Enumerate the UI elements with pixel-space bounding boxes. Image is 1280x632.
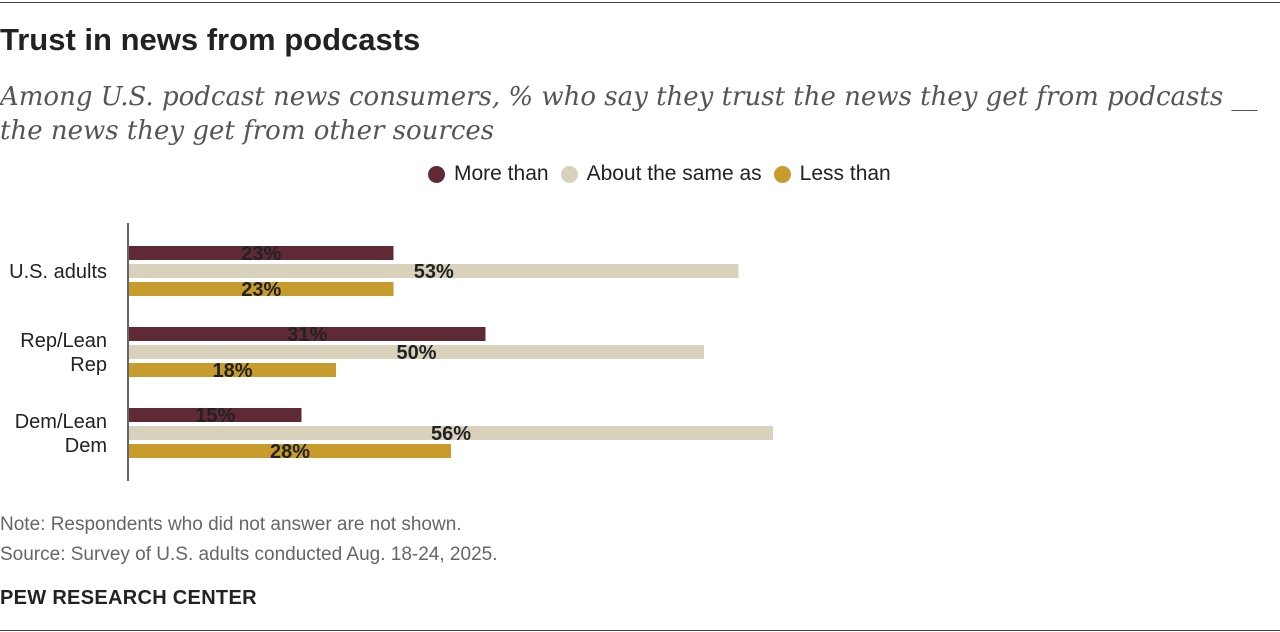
legend-swatch-more-than — [428, 165, 445, 183]
data-label: 23% — [241, 243, 281, 265]
category-label: Rep/Lean — [20, 330, 107, 352]
legend-swatch-about-same — [560, 165, 578, 183]
source-text: Source: Survey of U.S. adults conducted … — [0, 544, 498, 565]
bar — [129, 345, 704, 359]
top-rule — [0, 2, 1280, 3]
legend-swatch-less-than — [773, 165, 791, 183]
bar — [129, 408, 302, 422]
legend-item-about-same: About the same as — [560, 162, 762, 186]
bar — [129, 444, 451, 458]
category-label: Dem — [65, 435, 107, 457]
category-label: Dem/Lean — [15, 411, 107, 433]
note-text: Note: Respondents who did not answer are… — [0, 514, 462, 535]
bar — [129, 426, 773, 440]
data-label: 31% — [287, 324, 327, 346]
bar — [129, 363, 336, 377]
bottom-rule — [0, 630, 1280, 631]
chart-title: Trust in news from podcasts — [0, 22, 421, 57]
data-label: 56% — [431, 423, 471, 445]
data-label: 53% — [414, 261, 454, 283]
bar — [129, 264, 739, 278]
bar — [129, 246, 394, 260]
category-label: Rep — [70, 354, 107, 376]
bar — [129, 327, 486, 341]
data-label: 50% — [396, 342, 436, 364]
legend-label-about-same: About the same as — [586, 162, 762, 185]
chart-subtitle: Among U.S. podcast news consumers, % who… — [0, 82, 1258, 146]
footnotes: Note: Respondents who did not answer are… — [0, 510, 497, 570]
legend-label-less-than: Less than — [799, 162, 891, 185]
data-label: 28% — [270, 441, 310, 463]
data-label: 18% — [212, 360, 252, 382]
brand-name: PEW RESEARCH CENTER — [0, 587, 257, 609]
bar — [129, 282, 394, 296]
legend-item-more-than: More than — [428, 162, 549, 186]
category-label: U.S. adults — [9, 261, 107, 283]
data-label: 15% — [195, 405, 235, 427]
legend-label-more-than: More than — [454, 162, 549, 185]
data-label: 23% — [241, 279, 281, 301]
legend-item-less-than: Less than — [773, 162, 891, 186]
legend: More than About the same as Less than — [428, 162, 903, 186]
